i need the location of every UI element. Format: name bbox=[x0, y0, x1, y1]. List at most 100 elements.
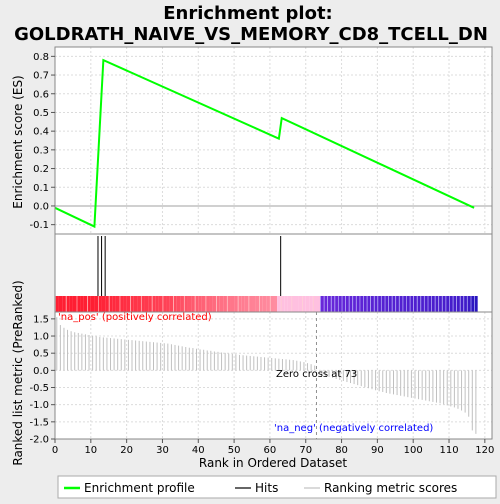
color-bar-cell bbox=[330, 296, 335, 312]
negative-label: 'na_neg' (negatively correlated) bbox=[274, 423, 433, 434]
color-bar-cell bbox=[312, 296, 317, 312]
color-bar-cell bbox=[80, 296, 84, 312]
ranking-metric-bars bbox=[56, 317, 477, 434]
color-bar-cell bbox=[65, 296, 70, 312]
color-bar-cell bbox=[112, 296, 116, 312]
color-bar-cell bbox=[459, 296, 464, 312]
color-bar-cell bbox=[388, 296, 392, 312]
color-bar-cell bbox=[234, 296, 238, 312]
color-bar-cell bbox=[337, 296, 342, 312]
color-bar-cell bbox=[148, 296, 152, 312]
color-bar-cell bbox=[284, 296, 288, 312]
es-y-axis-label: Enrichment score (ES) bbox=[11, 75, 25, 208]
color-bar-cell bbox=[62, 296, 66, 312]
rank-y-tick-label: -0.5 bbox=[29, 383, 49, 394]
color-bar-cell bbox=[352, 296, 356, 312]
color-bar-cell bbox=[355, 296, 360, 312]
color-bar-cell bbox=[323, 296, 328, 312]
color-bar-cell bbox=[115, 296, 120, 312]
color-bar-cell bbox=[409, 296, 414, 312]
color-bar-cell bbox=[133, 296, 138, 312]
x-tick-label: 50 bbox=[228, 445, 241, 456]
x-tick-label: 80 bbox=[335, 445, 348, 456]
es-y-ticks: -0.1 0.0 0.1 0.2 0.3 0.4 0.5 0.6 0.7 0.8 bbox=[29, 52, 55, 231]
x-tick-label: 90 bbox=[371, 445, 384, 456]
color-bar-cell bbox=[416, 296, 421, 312]
es-y-tick-label: 0.8 bbox=[33, 52, 49, 63]
es-y-tick-label: 0.4 bbox=[33, 127, 49, 138]
color-bar-cell bbox=[76, 296, 81, 312]
hits-panel bbox=[55, 234, 492, 296]
color-bar-cell bbox=[384, 296, 389, 312]
rank-y-tick-label: 0.5 bbox=[33, 349, 49, 360]
color-bar-cell bbox=[223, 296, 227, 312]
x-ticks: 0 10 20 30 40 50 60 70 80 90 100 110 120 bbox=[52, 439, 494, 456]
color-bar-cell bbox=[216, 296, 220, 312]
color-bar-cell bbox=[219, 296, 224, 312]
color-bar-cell bbox=[69, 296, 73, 312]
x-tick-label: 120 bbox=[475, 445, 494, 456]
color-bar-cell bbox=[391, 296, 396, 312]
color-bar-cell bbox=[97, 296, 102, 312]
color-bar-cell bbox=[241, 296, 245, 312]
es-y-tick-label: 0.5 bbox=[33, 108, 49, 119]
color-bar-cell bbox=[55, 296, 59, 312]
color-bar-cell bbox=[90, 296, 95, 312]
legend-label: Ranking metric scores bbox=[324, 481, 457, 495]
color-bar-cell bbox=[309, 296, 313, 312]
chart-title-line2: GOLDRATH_NAIVE_VS_MEMORY_CD8_TCELL_DN bbox=[14, 24, 488, 45]
color-bar-cell bbox=[105, 296, 109, 312]
chart-title-line1: Enrichment plot: bbox=[163, 3, 333, 24]
rank-y-tick-label: -1.5 bbox=[29, 417, 49, 428]
color-bar-cell bbox=[305, 296, 310, 312]
color-bar-cell bbox=[209, 296, 213, 312]
color-bar-cell bbox=[212, 296, 217, 312]
color-bar-cell bbox=[456, 296, 460, 312]
color-bar-cell bbox=[438, 296, 442, 312]
color-bar-cell bbox=[380, 296, 385, 312]
ranked-list-color-bar bbox=[55, 296, 478, 312]
color-bar-cell bbox=[280, 296, 285, 312]
es-y-tick-label: 0.0 bbox=[33, 201, 49, 212]
color-bar-cell bbox=[370, 296, 374, 312]
x-tick-label: 0 bbox=[52, 445, 58, 456]
color-bar-cell bbox=[266, 296, 270, 312]
color-bar-cell bbox=[452, 296, 457, 312]
color-bar-cell bbox=[230, 296, 235, 312]
color-bar-cell bbox=[176, 296, 181, 312]
color-bar-cell bbox=[348, 296, 353, 312]
enrichment-profile-line bbox=[54, 58, 475, 229]
es-y-tick-label: 0.7 bbox=[33, 71, 49, 82]
color-bar-cell bbox=[463, 296, 467, 312]
positive-label: 'na_pos' (positively correlated) bbox=[58, 312, 212, 323]
x-tick-label: 100 bbox=[404, 445, 423, 456]
color-bar-cell bbox=[237, 296, 242, 312]
color-bar-cell bbox=[277, 296, 281, 312]
color-bar-cell bbox=[83, 296, 88, 312]
es-y-tick-label: -0.1 bbox=[29, 220, 49, 231]
color-bar-cell bbox=[187, 296, 192, 312]
legend-box bbox=[57, 475, 497, 499]
color-bar-cell bbox=[273, 296, 278, 312]
color-bar-cell bbox=[144, 296, 149, 312]
color-bar-cell bbox=[101, 296, 106, 312]
color-bar-cell bbox=[466, 296, 471, 312]
color-bar-cell bbox=[126, 296, 131, 312]
color-bar-cell bbox=[269, 296, 274, 312]
color-bar-cell bbox=[398, 296, 403, 312]
color-bar-cell bbox=[205, 296, 210, 312]
color-bar-cell bbox=[58, 296, 63, 312]
color-bar-cell bbox=[302, 296, 306, 312]
color-bar-cell bbox=[291, 296, 295, 312]
color-bar-cell bbox=[226, 296, 231, 312]
color-bar-cell bbox=[108, 296, 113, 312]
color-bar-cell bbox=[248, 296, 253, 312]
color-bar-cell bbox=[255, 296, 260, 312]
color-bar-cell bbox=[244, 296, 249, 312]
color-bar-cell bbox=[441, 296, 446, 312]
color-bar-cell bbox=[158, 296, 163, 312]
color-bar-cell bbox=[201, 296, 206, 312]
color-bar-cell bbox=[87, 296, 91, 312]
